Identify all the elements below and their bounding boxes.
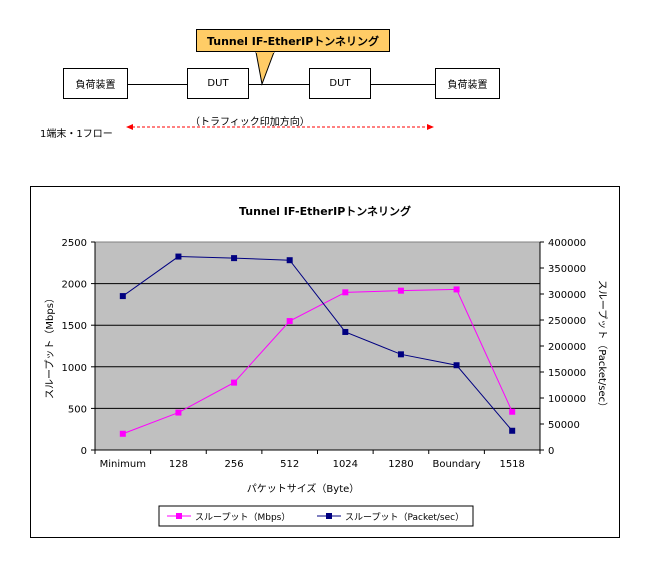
throughput-chart: Tunnel IF-EtherIPトンネリング 0 500 1000 1500 2000… [44,204,608,527]
y2-tick-label: 300000 [548,290,586,301]
y-tick-label: 2000 [62,280,87,291]
load-device-right-label: 負荷装置 [447,80,488,91]
series-2-point [119,293,126,300]
series-2-point [286,257,293,264]
legend-label-1: スループット（Mbps） [195,512,290,523]
y2-tick-label: 400000 [548,238,586,249]
y-tick-label: 2500 [62,238,87,249]
series-2-point [397,351,404,358]
direction-arrow [126,124,434,130]
direction-label: （トラフィック印加方向） [190,117,310,128]
x-tick-label: 256 [225,459,244,470]
x-tick-label: Boundary [432,459,480,470]
series-1-point [397,287,404,294]
load-device-right: 負荷装置 [435,68,500,99]
series-2-point [509,427,516,434]
series-1-point [509,408,516,415]
x-tick-label: 512 [280,459,299,470]
legend-box [158,505,474,527]
series-1-point [119,430,126,437]
x-tick-label: 1280 [388,459,413,470]
x-tick-label: Minimum [100,459,146,470]
flow-label: 1端末・1フロー [40,129,113,140]
y2-axis-label: スループット（Packet/sec） [596,280,608,412]
series-2-point [342,328,349,335]
callout-pointer [255,51,275,86]
y-tick-label: 500 [68,404,87,415]
tunnel-callout-label: Tunnel IF-EtherIPトンネリング [206,34,380,48]
dut-right-label: DUT [329,78,351,89]
legend-marker-1 [176,513,182,519]
dut-left-label: DUT [207,78,229,89]
y-tick-label: 1000 [62,363,87,374]
series-1-point [342,289,349,296]
chart-title: Tunnel IF-EtherIPトンネリング [239,204,411,218]
y2-tick-label: 150000 [548,368,586,379]
series-1-point [175,409,182,416]
legend-marker-2 [326,513,332,519]
y-tick-label: 1500 [62,321,87,332]
legend-label-2: スループット（Packet/sec） [345,512,464,523]
x-tick-label: 128 [169,459,188,470]
series-1-point [286,318,293,325]
y-axis-label: スループット（Mbps） [44,293,56,399]
y-tick-label: 0 [81,446,87,457]
tunnel-callout: Tunnel IF-EtherIPトンネリング [196,29,390,52]
series-line-2 [122,256,513,432]
y2-tick-label: 50000 [548,420,580,431]
series-2-point [453,362,460,369]
series-line-1 [122,288,513,435]
y2-tick-label: 250000 [548,316,586,327]
y2-tick-label: 0 [548,446,554,457]
y2-tick-label: 200000 [548,342,586,353]
x-tick-label: 1024 [333,459,358,470]
connection-line [128,84,436,85]
x-axis-label: パケットサイズ（Byte） [247,482,360,495]
x-tick-label: 1518 [499,459,524,470]
series-2-point [175,253,182,260]
dut-right: DUT [309,68,371,99]
legend: スループット（Mbps） スループット（Packet/sec） [158,505,474,527]
y2-tick-label: 100000 [548,394,586,405]
series-2-point [231,255,238,262]
load-device-left-label: 負荷装置 [75,80,116,91]
dut-left: DUT [187,68,249,99]
series-1-point [231,379,238,386]
series-1-point [453,286,460,293]
chart-frame: Tunnel IF-EtherIPトンネリング 0 500 1000 1500 2000… [30,186,620,538]
load-device-left: 負荷装置 [63,68,128,99]
y2-tick-label: 350000 [548,264,586,275]
